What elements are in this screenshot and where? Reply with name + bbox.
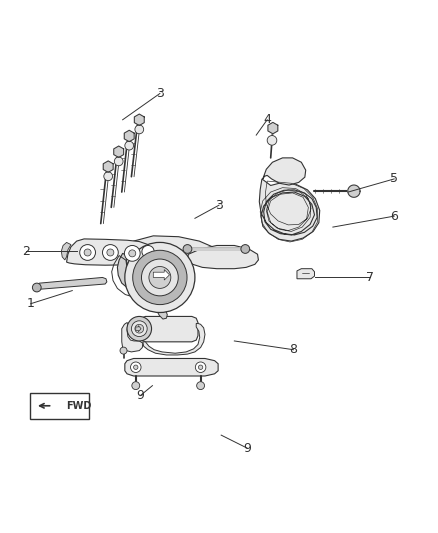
Circle shape: [149, 266, 171, 288]
Circle shape: [135, 324, 144, 333]
Text: 4: 4: [263, 114, 271, 126]
Circle shape: [129, 250, 136, 257]
Polygon shape: [187, 246, 258, 269]
Circle shape: [195, 362, 206, 373]
Polygon shape: [134, 114, 144, 125]
Text: 5: 5: [390, 172, 398, 185]
Polygon shape: [67, 239, 153, 265]
Polygon shape: [125, 236, 218, 263]
Circle shape: [120, 347, 127, 354]
Circle shape: [32, 283, 41, 292]
Polygon shape: [153, 270, 170, 280]
Polygon shape: [139, 317, 198, 342]
Circle shape: [134, 365, 138, 369]
Circle shape: [142, 246, 154, 258]
Circle shape: [125, 141, 134, 150]
Polygon shape: [152, 293, 167, 319]
Text: 1: 1: [27, 297, 35, 310]
Polygon shape: [122, 322, 143, 352]
Circle shape: [133, 251, 187, 304]
Circle shape: [114, 157, 123, 166]
Polygon shape: [297, 269, 314, 279]
Text: 3: 3: [215, 199, 223, 212]
Polygon shape: [124, 130, 134, 142]
Text: 9: 9: [244, 442, 251, 455]
Circle shape: [107, 249, 114, 256]
Text: 9: 9: [136, 389, 144, 402]
Circle shape: [267, 135, 277, 145]
Circle shape: [132, 382, 140, 390]
Circle shape: [135, 125, 144, 134]
Polygon shape: [125, 359, 218, 376]
Polygon shape: [117, 253, 169, 294]
Circle shape: [141, 259, 178, 296]
Circle shape: [125, 243, 195, 312]
Circle shape: [124, 246, 140, 261]
Polygon shape: [103, 161, 113, 172]
Circle shape: [183, 245, 192, 253]
Circle shape: [80, 245, 95, 260]
Text: 3: 3: [156, 87, 164, 100]
Polygon shape: [61, 243, 71, 260]
Circle shape: [131, 362, 141, 373]
Text: 6: 6: [390, 209, 398, 223]
Text: 2: 2: [22, 245, 30, 257]
Polygon shape: [143, 324, 205, 355]
Circle shape: [104, 172, 113, 181]
Text: 7: 7: [366, 271, 374, 284]
Circle shape: [84, 249, 91, 256]
Polygon shape: [263, 158, 306, 185]
Text: FWD: FWD: [66, 401, 91, 411]
Polygon shape: [268, 123, 278, 134]
Circle shape: [241, 245, 250, 253]
Circle shape: [198, 365, 203, 369]
Polygon shape: [348, 185, 360, 197]
Polygon shape: [36, 278, 107, 291]
Bar: [30, 393, 89, 419]
Polygon shape: [114, 146, 124, 157]
Circle shape: [131, 321, 147, 336]
Circle shape: [197, 382, 205, 390]
Polygon shape: [151, 246, 159, 260]
Circle shape: [127, 317, 152, 341]
Polygon shape: [259, 179, 320, 241]
Text: 8: 8: [290, 343, 297, 356]
Circle shape: [102, 245, 118, 260]
